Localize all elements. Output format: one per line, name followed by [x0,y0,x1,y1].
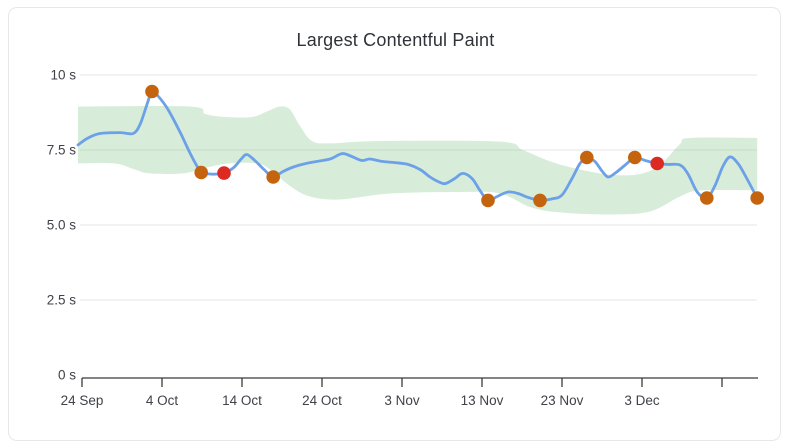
data-point-dot[interactable] [580,150,594,165]
data-point-dot[interactable] [700,191,714,205]
lcp-line [76,89,759,202]
data-points [145,84,764,208]
x-axis-label: 24 Oct [302,393,342,408]
data-point-dot[interactable] [533,193,547,208]
x-axis-labels: 24 Sep 4 Oct 14 Oct 24 Oct 3 Nov 13 Nov 23 Nov… [61,393,660,408]
x-axis [81,377,758,387]
data-point-dot[interactable] [750,191,764,205]
x-axis-label: 13 Nov [461,393,504,408]
y-axis-label: 2.5 s [47,293,77,308]
data-point-dot[interactable] [628,150,642,165]
expected-range-band [78,105,758,215]
y-axis-label: 10 s [50,68,76,83]
lcp-line-path [76,89,759,202]
x-axis-label: 24 Sep [61,393,104,408]
x-axis-label: 3 Dec [624,393,660,408]
data-point-dot[interactable] [194,165,208,180]
x-axis-label: 23 Nov [541,393,584,408]
y-axis-labels: 0 s 2.5 s 5.0 s 7.5 s 10 s [47,68,77,383]
data-point-dot[interactable] [217,166,231,180]
data-point-dot[interactable] [650,156,664,171]
data-point-dot[interactable] [145,84,159,99]
y-axis-label: 7.5 s [47,143,77,158]
chart-title: Largest Contentful Paint [296,30,495,50]
grid-lines [80,74,757,301]
data-point-dot[interactable] [266,170,281,184]
data-point-dot[interactable] [481,193,495,208]
x-axis-label: 14 Oct [222,393,262,408]
expected-range-area [78,105,758,215]
y-axis-label: 0 s [58,368,76,383]
x-axis-label: 4 Oct [146,393,179,408]
x-axis-label: 3 Nov [384,393,420,408]
y-axis-label: 5.0 s [47,218,77,233]
chart-card [8,7,781,441]
